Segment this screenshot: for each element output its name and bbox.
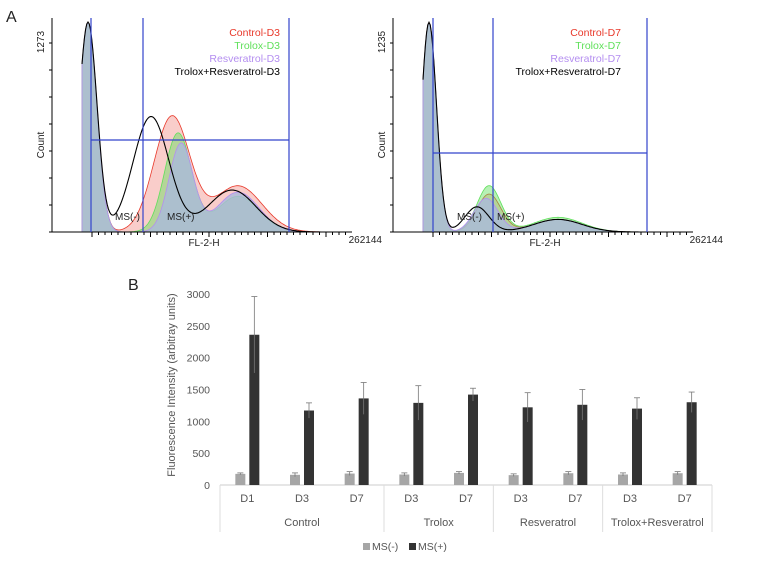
bar-ms-pos <box>632 408 642 485</box>
category-label: D1 <box>240 493 254 505</box>
legend-entry: Trolox+Resveratrol-D7 <box>515 66 621 78</box>
histogram-fill-0 <box>422 21 663 233</box>
x-max-label: 262144 <box>349 235 383 246</box>
bar-ms-neg <box>399 474 410 485</box>
bar-chart: 0 500 1000 1500 2000 2500 3000 Fluorescence Int… <box>166 289 713 553</box>
histogram-fill-0 <box>81 21 323 233</box>
bar-ms-neg <box>235 473 246 485</box>
x-axis-label: FL-2-H <box>188 238 219 249</box>
legend-entry: Trolox-D3 <box>234 40 280 52</box>
group-label: Resveratrol <box>520 517 576 529</box>
y-tick-label: 1000 <box>187 416 211 428</box>
legend-entry: Trolox+Resveratrol-D3 <box>174 66 280 78</box>
legend-swatch <box>363 543 370 550</box>
bar-ms-neg <box>618 474 628 485</box>
group-label: Trolox <box>424 517 455 529</box>
group-label: Trolox+Resveratrol <box>611 517 704 529</box>
bar-ms-neg <box>290 474 300 485</box>
category-label: D3 <box>295 493 309 505</box>
legend-entry: Resveratrol-D3 <box>209 53 280 65</box>
y-axis-label: Count <box>377 131 388 158</box>
category-label: D7 <box>459 493 473 505</box>
bar-ms-pos <box>577 404 588 485</box>
y-max-label: 1235 <box>377 30 388 53</box>
gate-label-ms-neg: MS(-) <box>115 212 140 223</box>
histogram-d3: 1273 Count FL-2-H 262144 MS(-) MS(+) Control-D… <box>36 18 382 249</box>
bar-ms-pos <box>358 398 369 485</box>
category-label: D3 <box>404 493 418 505</box>
bar-ms-pos <box>468 394 478 485</box>
histogram-d7: 1235 Count FL-2-H 262144 MS(-) MS(+) Control-D… <box>377 18 723 249</box>
bar-ms-pos <box>413 402 424 485</box>
y-axis-label: Count <box>36 131 47 158</box>
histogram-line-3 <box>81 20 322 233</box>
group-label: Control <box>284 517 319 529</box>
panel-label-b: B <box>128 277 139 294</box>
bar-ms-neg <box>454 472 464 485</box>
x-max-label: 262144 <box>690 235 724 246</box>
gate-label-ms-pos: MS(+) <box>497 212 525 223</box>
legend-entry: Trolox-D7 <box>575 40 621 52</box>
category-label: D3 <box>514 493 528 505</box>
y-max-label: 1273 <box>36 30 47 53</box>
y-axis-label: Fluorescence Intensity (arbitray units) <box>166 293 178 476</box>
legend-entry: Resveratrol-D7 <box>550 53 621 65</box>
bar-ms-neg <box>508 475 519 485</box>
histogram-line-3 <box>422 20 663 233</box>
bar-ms-pos <box>686 402 697 485</box>
legend-entry: Control-D3 <box>229 27 280 39</box>
bar-ms-neg <box>563 473 574 485</box>
bar-ms-pos <box>249 334 260 485</box>
category-label: D7 <box>568 493 582 505</box>
gate-label-ms-pos: MS(+) <box>167 212 195 223</box>
y-tick-label: 2000 <box>187 353 211 365</box>
bar-ms-neg <box>344 473 355 485</box>
bar-ms-pos <box>522 407 533 485</box>
category-label: D3 <box>623 493 637 505</box>
y-tick-label: 3000 <box>187 289 211 301</box>
category-label: D7 <box>678 493 692 505</box>
gate-label-ms-neg: MS(-) <box>457 212 482 223</box>
x-axis-label: FL-2-H <box>529 238 560 249</box>
category-label: D7 <box>350 493 364 505</box>
panel-label-a: A <box>6 9 17 26</box>
histogram-fill-1 <box>422 21 663 233</box>
y-tick-label: 500 <box>192 448 210 460</box>
bar-ms-neg <box>672 473 683 485</box>
legend-entry: MS(-) <box>372 541 398 553</box>
y-tick-label: 2500 <box>187 321 211 333</box>
y-tick-label: 0 <box>204 480 210 492</box>
y-tick-label: 1500 <box>187 385 211 397</box>
bar-ms-pos <box>304 410 314 485</box>
legend-entry: MS(+) <box>418 541 447 553</box>
histogram-fill-2 <box>422 21 663 233</box>
legend-swatch <box>409 543 416 550</box>
legend-entry: Control-D7 <box>570 27 621 39</box>
